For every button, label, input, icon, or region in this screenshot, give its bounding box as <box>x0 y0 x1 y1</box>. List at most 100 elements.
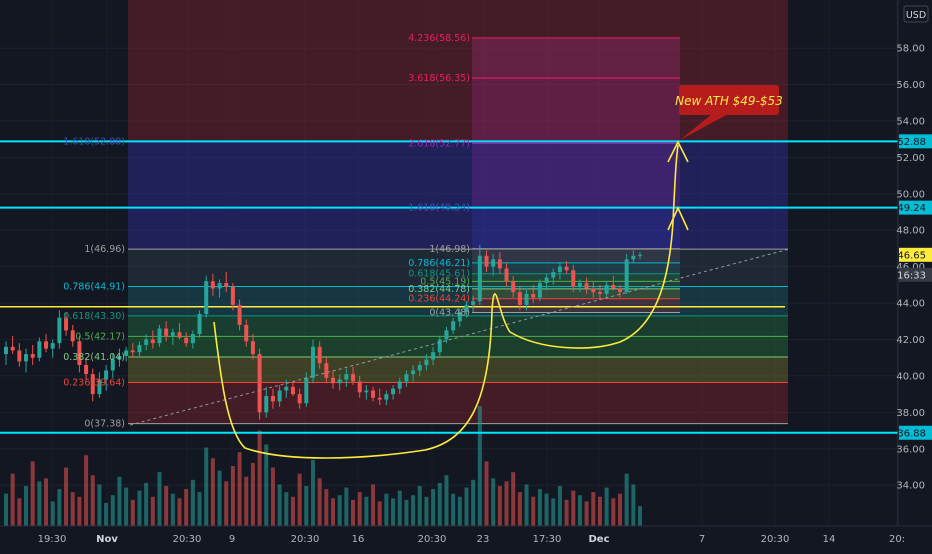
candle-body <box>565 267 569 271</box>
fib2-level-label: 3.618(56.35) <box>408 73 470 84</box>
volume-bar <box>51 501 55 526</box>
volume-bar <box>244 477 248 526</box>
volume-bar <box>618 494 622 526</box>
candle-body <box>324 363 328 378</box>
volume-bar <box>117 477 121 526</box>
candle-body <box>191 334 195 343</box>
fib1-level-label: 0.5(42.17) <box>75 331 125 342</box>
volume-bar <box>211 458 215 526</box>
x-tick-label: 20:30 <box>173 534 202 545</box>
volume-bar <box>371 484 375 526</box>
volume-bar <box>464 488 468 526</box>
volume-bar <box>471 480 475 526</box>
volume-bar <box>631 484 635 526</box>
fib2-zone <box>472 263 680 274</box>
fib1-zone <box>128 336 788 357</box>
candle-body <box>578 283 582 287</box>
candle-body <box>378 398 382 400</box>
volume-bar <box>17 498 21 526</box>
volume-bar <box>131 500 135 526</box>
candle-body <box>291 387 295 394</box>
price-tag-label: 49.24 <box>897 203 926 214</box>
volume-bar <box>291 497 295 526</box>
fib2-level-label: 0.236(44.24) <box>408 294 470 305</box>
candle-body <box>17 350 21 361</box>
candle-body <box>571 270 575 286</box>
candle-body <box>184 338 188 343</box>
volume-bar <box>591 492 595 526</box>
fib2-zone <box>472 38 680 78</box>
candle-body <box>444 330 448 339</box>
volume-bar <box>258 431 262 526</box>
candle-body <box>331 378 335 383</box>
volume-bar <box>144 483 148 526</box>
candle-body <box>431 352 435 359</box>
volume-bar <box>364 497 368 526</box>
candle-body <box>371 391 375 398</box>
volume-bar <box>498 486 502 526</box>
y-tick-label: 34.00 <box>896 481 925 492</box>
volume-bar <box>24 486 28 526</box>
y-tick-label: 44.00 <box>896 299 925 310</box>
candle-body <box>4 347 8 354</box>
x-tick-label: 19:30 <box>38 534 67 545</box>
candle-body <box>605 285 609 294</box>
x-tick-label: 20:30 <box>418 534 447 545</box>
candle-body <box>264 396 268 412</box>
x-tick-label: 7 <box>699 534 705 545</box>
candle-body <box>384 394 388 399</box>
volume-bar <box>304 486 308 526</box>
candle-body <box>531 294 535 298</box>
candle-body <box>344 374 348 379</box>
volume-bar <box>444 475 448 526</box>
y-axis[interactable]: 34.0036.0038.0040.0042.0044.0046.0048.00… <box>896 0 932 550</box>
volume-bar <box>598 497 602 526</box>
volume-bar <box>625 474 629 526</box>
fib1-zone-top <box>128 0 788 141</box>
volume-bar <box>478 406 482 526</box>
candle-body <box>318 347 322 363</box>
y-tick-label: 50.00 <box>896 189 925 200</box>
fib1-level-label: 0(37.38) <box>84 419 125 430</box>
candle-body <box>625 259 629 292</box>
y-tick-label: 38.00 <box>896 408 925 419</box>
volume-bar <box>157 472 161 526</box>
fib2-zone <box>472 78 680 143</box>
volume-bar <box>491 478 495 526</box>
candle-body <box>218 283 222 288</box>
candle-body <box>424 360 428 365</box>
volume-bar <box>278 484 282 526</box>
volume-bar <box>558 486 562 526</box>
candle-body <box>298 394 302 403</box>
candle-body <box>231 287 235 305</box>
candle-body <box>418 365 422 370</box>
candle-body <box>37 341 41 357</box>
fib2-zone <box>472 289 680 299</box>
fib2-zone <box>472 274 680 282</box>
candle-body <box>271 396 275 401</box>
y-tick-label: 58.00 <box>896 44 925 55</box>
fib2-level-label: 0.786(46.21) <box>408 258 470 269</box>
x-axis-background <box>0 526 932 550</box>
fib1-zone <box>128 357 788 383</box>
volume-bar <box>611 498 615 526</box>
volume-bar <box>331 498 335 526</box>
volume-bar <box>31 461 35 526</box>
x-tick-label: Dec <box>588 534 609 545</box>
volume-bar <box>4 494 8 526</box>
y-tick-label: 36.00 <box>896 444 925 455</box>
candle-body <box>591 289 595 293</box>
candle-body <box>251 341 255 354</box>
volume-bar <box>111 495 115 526</box>
candle-body <box>157 329 161 344</box>
volume-bar <box>378 501 382 526</box>
y-tick-label: 48.00 <box>896 226 925 237</box>
candle-body <box>311 347 315 378</box>
volume-bar <box>384 494 388 526</box>
volume-bar <box>571 491 575 526</box>
volume-bar <box>404 500 408 526</box>
candle-body <box>505 268 509 281</box>
price-tag-label: 52.88 <box>897 137 926 148</box>
